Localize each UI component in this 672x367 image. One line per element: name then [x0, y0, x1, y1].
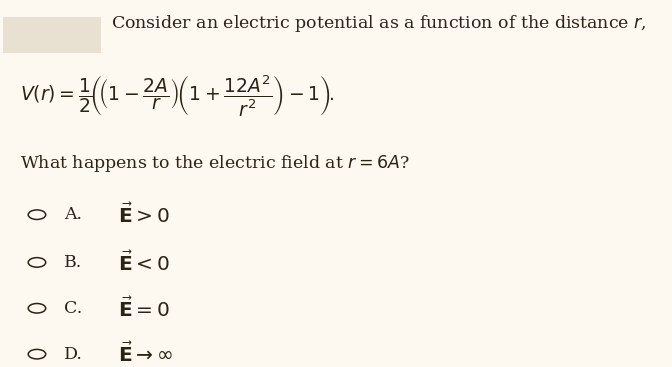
Text: $V(r) = \dfrac{1}{2}\!\left(\!\left(1 - \dfrac{2A}{r}\right)\!\left(1 + \dfrac{1: $V(r) = \dfrac{1}{2}\!\left(\!\left(1 - …: [20, 73, 335, 118]
Text: A.: A.: [64, 206, 82, 223]
Text: B.: B.: [64, 254, 82, 271]
Text: $\vec{\mathbf{E}} < 0$: $\vec{\mathbf{E}} < 0$: [118, 250, 169, 275]
Text: $\vec{\mathbf{E}} = 0$: $\vec{\mathbf{E}} = 0$: [118, 296, 169, 320]
Text: $\vec{\mathbf{E}} > 0$: $\vec{\mathbf{E}} > 0$: [118, 203, 169, 227]
FancyBboxPatch shape: [3, 17, 101, 53]
Text: What happens to the electric field at $r = 6A$?: What happens to the electric field at $r…: [20, 153, 410, 174]
Text: C.: C.: [64, 300, 82, 317]
Text: Consider an electric potential as a function of the distance $r$,: Consider an electric potential as a func…: [111, 13, 646, 34]
Text: D.: D.: [64, 346, 83, 363]
Text: $\vec{\mathbf{E}} \to \infty$: $\vec{\mathbf{E}} \to \infty$: [118, 342, 173, 366]
